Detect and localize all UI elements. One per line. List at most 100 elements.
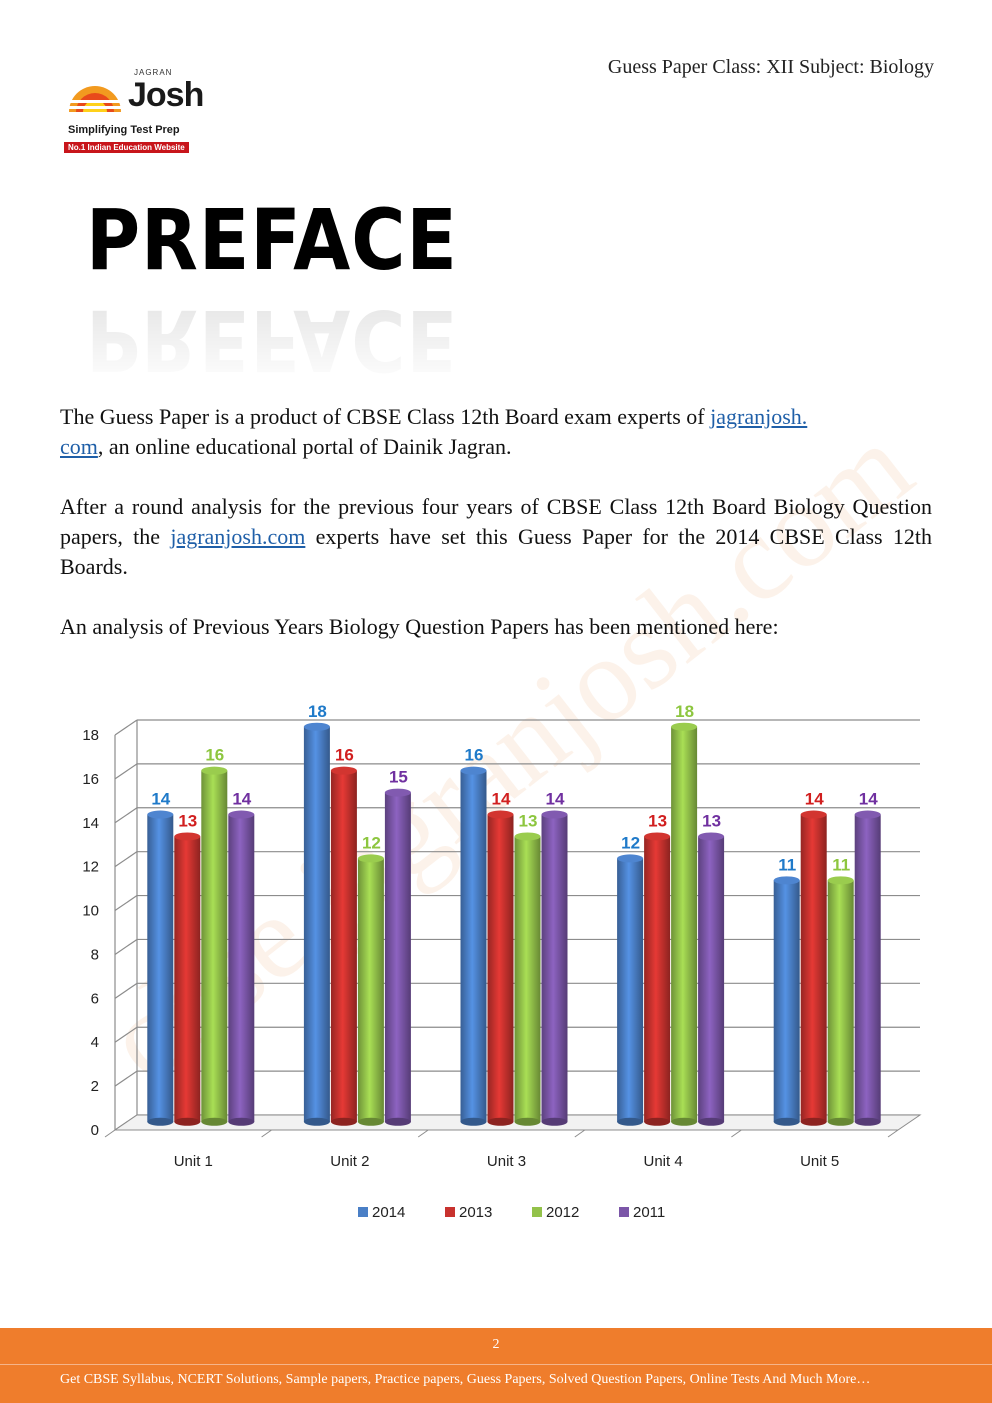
bar-2011-unit-5: [854, 814, 881, 1122]
bar-top: [644, 832, 671, 841]
bar-top: [460, 766, 487, 775]
jagranjosh-link-1[interactable]: jagranjosh. com: [60, 404, 807, 459]
bar-2014-unit-3: [460, 770, 487, 1122]
bar-top: [357, 854, 384, 863]
bar-bottom: [487, 1117, 514, 1126]
x-category-label: Unit 1: [174, 1153, 213, 1170]
link-part-b[interactable]: com: [60, 434, 98, 459]
bar-2013-unit-5: [800, 814, 827, 1122]
gridline-depth: [114, 982, 138, 999]
jagranjosh-link-2[interactable]: jagranjosh.com: [170, 524, 306, 549]
bar-2014-unit-4: [617, 858, 644, 1122]
logo-small-text: JAGRAN: [134, 68, 173, 77]
data-label: 16: [205, 746, 224, 765]
bar-bottom: [644, 1117, 671, 1126]
gridline-depth: [114, 1026, 138, 1043]
bar-top: [330, 766, 357, 775]
legend-swatch: [358, 1207, 368, 1217]
gridline-depth: [114, 851, 138, 868]
bar-bottom: [201, 1117, 228, 1126]
bar-top: [541, 810, 568, 819]
bar-bottom: [854, 1117, 881, 1126]
header-title: Guess Paper Class: XII Subject: Biology: [607, 56, 934, 78]
bar-top: [147, 810, 174, 819]
bar-2012-unit-2: [357, 858, 384, 1122]
data-label: 16: [335, 746, 354, 765]
x-tick: [104, 1129, 116, 1138]
bar-chart: 0 2 4 6 8 10 12 14 16 18 14 13 16 14 Unit 1 18 16 12 15 Uni…: [60, 690, 932, 1255]
bar-top: [228, 810, 255, 819]
data-label: 14: [805, 790, 824, 809]
data-label: 16: [465, 746, 484, 765]
bar-top: [854, 810, 881, 819]
gridline-depth: [114, 1070, 138, 1087]
data-label: 13: [702, 811, 721, 830]
bar-bottom: [174, 1117, 201, 1126]
bar-bottom: [617, 1117, 644, 1126]
bar-bottom: [147, 1117, 174, 1126]
data-label: 11: [778, 855, 796, 874]
paragraph-1-text: The Guess Paper is a product of CBSE Cla…: [60, 404, 711, 429]
x-category-label: Unit 4: [644, 1153, 683, 1170]
bar-bottom: [827, 1117, 854, 1126]
x-category-label: Unit 3: [487, 1153, 526, 1170]
bar-2013-unit-2: [330, 770, 357, 1122]
legend-swatch: [619, 1207, 629, 1217]
data-label: 12: [621, 833, 640, 852]
bar-2012-unit-4: [671, 726, 698, 1122]
bar-top: [671, 722, 698, 731]
bar-top: [514, 832, 541, 841]
data-label: 14: [232, 790, 251, 809]
page-title-reflection: PREFACE: [86, 291, 458, 389]
y-tick-label: 12: [82, 859, 99, 876]
bar-2011-unit-1: [228, 814, 255, 1122]
bar-bottom: [773, 1117, 800, 1126]
logo-tagline: Simplifying Test Prep: [68, 124, 180, 136]
logo-brand: Josh: [128, 76, 204, 114]
bar-2012-unit-3: [514, 836, 541, 1122]
bar-2012-unit-1: [201, 770, 228, 1122]
gridline-depth: [114, 807, 138, 824]
bar-bottom: [541, 1117, 568, 1126]
y-tick-label: 4: [91, 1034, 99, 1051]
bar-bottom: [800, 1117, 827, 1126]
y-tick-label: 18: [82, 727, 99, 744]
x-tick: [887, 1129, 899, 1138]
bar-bottom: [303, 1117, 330, 1126]
logo-badge: No.1 Indian Education Website: [64, 142, 189, 153]
link-part-a[interactable]: jagranjosh.: [710, 404, 808, 429]
paragraph-3: An analysis of Previous Years Biology Qu…: [60, 614, 779, 639]
gridline-depth: [114, 938, 138, 955]
bar-2014-unit-2: [303, 726, 330, 1122]
bar-bottom: [384, 1117, 411, 1126]
x-tick: [261, 1129, 272, 1138]
page-title: PREFACE: [86, 191, 458, 289]
footer-divider: [0, 1364, 992, 1365]
bar-top: [487, 810, 514, 819]
bar-top: [617, 854, 644, 863]
legend-label: 2011: [633, 1204, 665, 1221]
page-number: 2: [492, 1337, 500, 1352]
x-tick: [417, 1129, 429, 1138]
bar-top: [698, 832, 725, 841]
gridline-depth: [114, 763, 138, 780]
y-tick-label: 6: [91, 990, 99, 1007]
gridline-depth: [114, 895, 138, 912]
paragraph-2: After a round analysis for the previous …: [60, 492, 932, 582]
data-label: 14: [546, 790, 565, 809]
bar-bottom: [671, 1117, 698, 1126]
paragraph-2-text: After a round analysis for the previous …: [60, 494, 932, 549]
legend-label: 2014: [372, 1204, 405, 1221]
body-text: The Guess Paper is a product of CBSE Cla…: [60, 402, 932, 672]
gridline-depth: [114, 719, 138, 736]
bar-top: [201, 766, 228, 775]
bar-2013-unit-3: [487, 814, 514, 1122]
paragraph-2-end: experts have set this Guess Paper for th…: [60, 524, 932, 579]
bar-2013-unit-1: [174, 836, 201, 1122]
footer-text: Get CBSE Syllabus, NCERT Solutions, Samp…: [60, 1372, 871, 1387]
bar-2011-unit-3: [541, 814, 568, 1122]
jagran-josh-logo: JAGRAN Josh Simplifying Test Prep No.1 I…: [62, 68, 207, 158]
legend-label: 2013: [459, 1204, 492, 1221]
bar-top: [773, 876, 800, 885]
x-category-label: Unit 2: [330, 1153, 369, 1170]
